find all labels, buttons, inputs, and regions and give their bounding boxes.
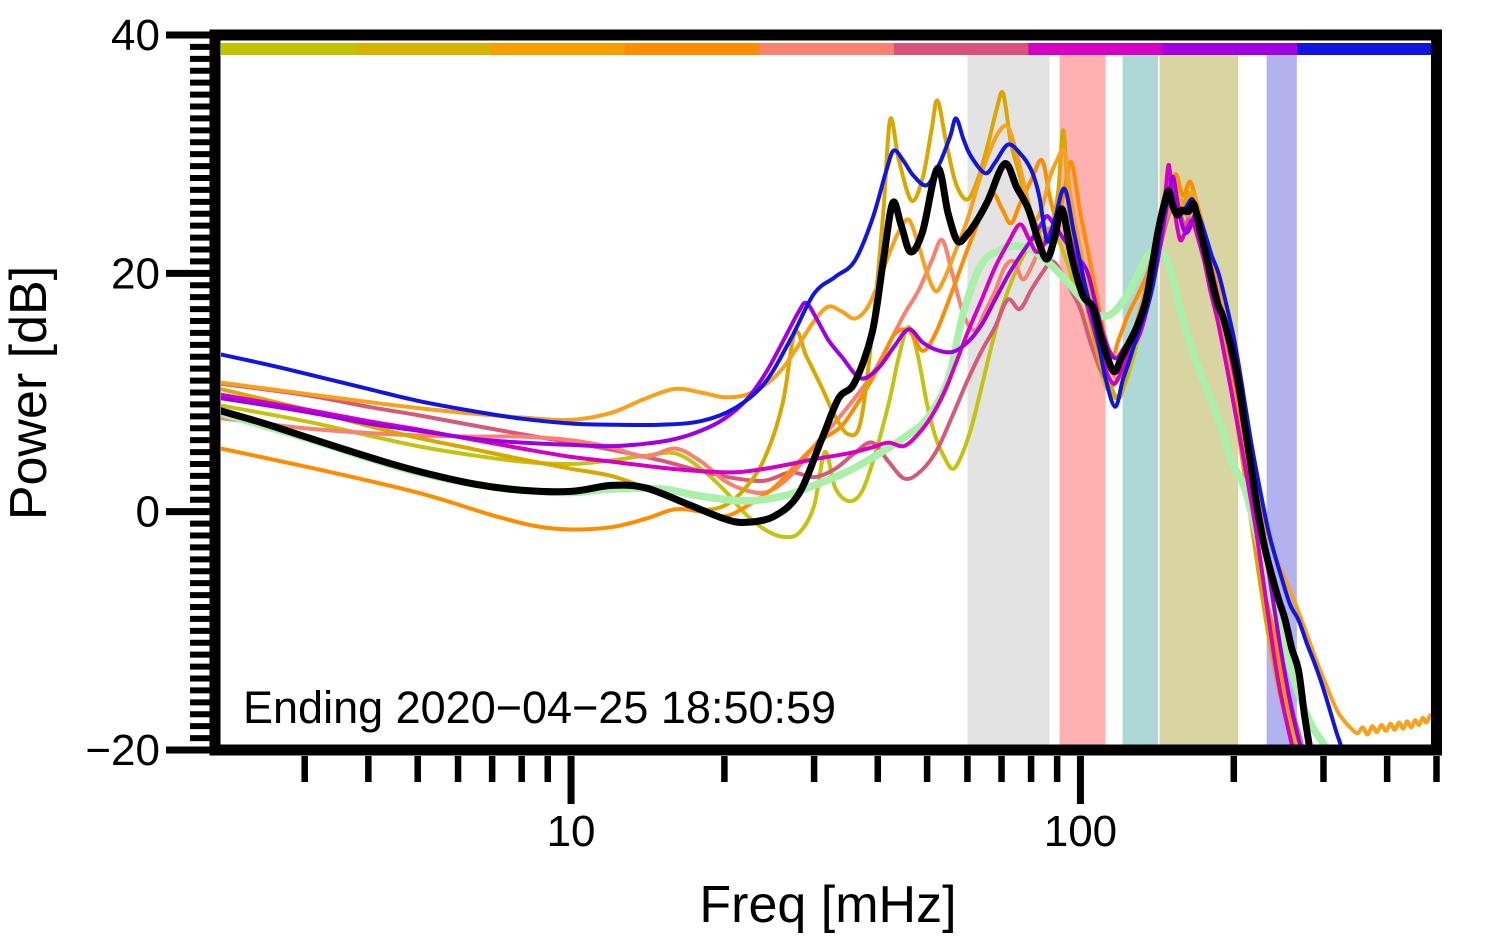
y-tick-label-20: 20 bbox=[111, 249, 160, 298]
y-tick-label-0: 0 bbox=[136, 488, 160, 537]
colorbar-segment-5 bbox=[759, 43, 895, 55]
x-tick-label-10: 10 bbox=[547, 807, 596, 856]
x-tick-labels-group: 10 100 bbox=[547, 807, 1118, 856]
colorbar-segment-2 bbox=[355, 43, 491, 55]
band-teal bbox=[1122, 55, 1159, 745]
x-axis-label: Freq [mHz] bbox=[699, 876, 956, 934]
y-axis-label: Power [dB] bbox=[0, 266, 58, 520]
curve-spectrum-seg9-blue bbox=[221, 116, 1344, 746]
x-axis-ticks-group bbox=[301, 756, 1440, 804]
colorbar-segment-3 bbox=[490, 43, 626, 55]
y-tick-labels-group: 40 20 0 −20 bbox=[85, 11, 160, 775]
colorbar-segment-1 bbox=[221, 43, 357, 55]
colorbar-segment-7 bbox=[1028, 43, 1164, 55]
band-olive bbox=[1159, 55, 1239, 745]
colorbar-segment-6 bbox=[893, 43, 1029, 55]
curve-spectrum-current-black bbox=[221, 160, 1313, 746]
y-axis-ticks-group bbox=[166, 31, 210, 754]
colorbar-segment-8 bbox=[1162, 43, 1298, 55]
plot-frame bbox=[209, 29, 1442, 756]
ending-timestamp-annotation: Ending 2020−04−25 18:50:59 bbox=[243, 682, 836, 733]
colorbar-segment-4 bbox=[624, 43, 760, 55]
x-tick-label-100: 100 bbox=[1044, 807, 1117, 856]
y-tick-label--20: −20 bbox=[85, 726, 160, 775]
spectra-curves-group bbox=[221, 90, 1432, 746]
colorbar-segment-9 bbox=[1297, 43, 1432, 55]
time-colorbar-group bbox=[221, 43, 1432, 55]
y-tick-label-40: 40 bbox=[111, 11, 160, 60]
